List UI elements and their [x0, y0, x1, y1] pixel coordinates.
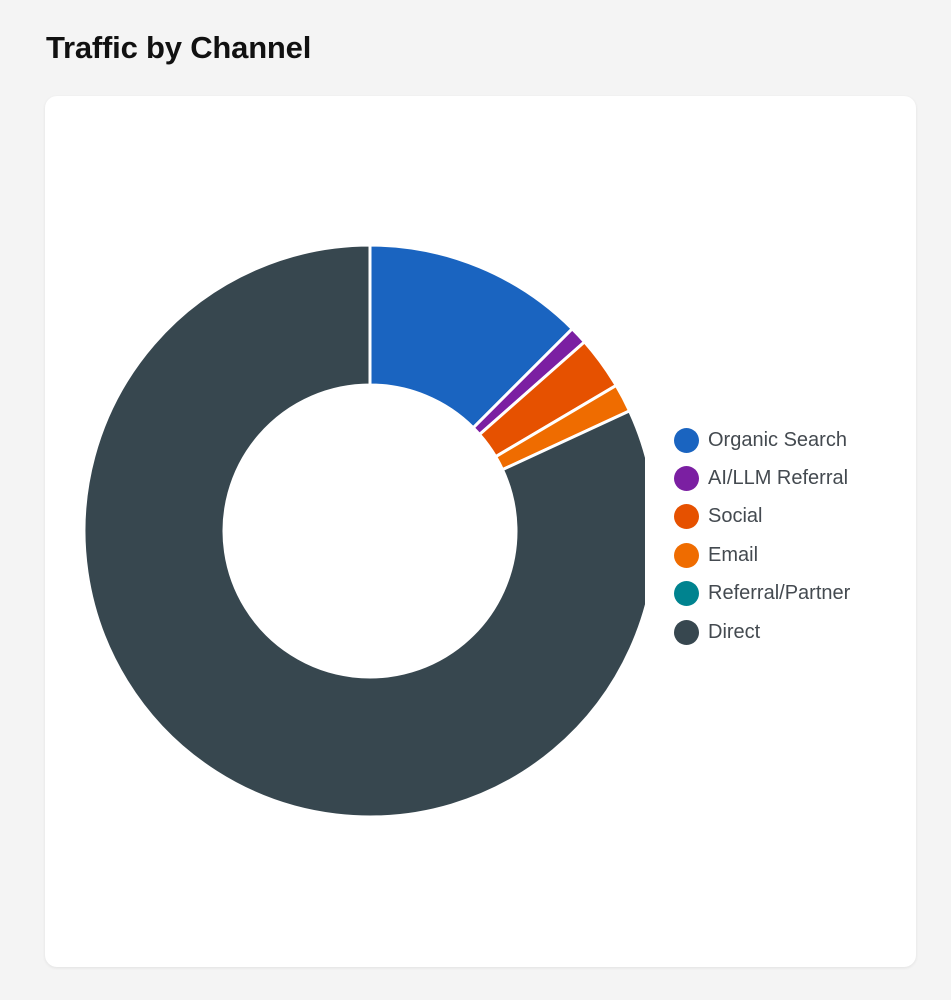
- legend-label: AI/LLM Referral: [708, 467, 849, 490]
- legend-swatch: [674, 466, 699, 492]
- legend-item-organic-search[interactable]: Organic Search: [674, 421, 850, 459]
- slice-direct[interactable]: [82, 243, 645, 819]
- chart-card: Organic Search AI/LLM Referral Social Email…: [45, 96, 916, 967]
- legend-swatch: [674, 504, 699, 530]
- legend-swatch: [674, 427, 699, 453]
- legend-label: Social: [708, 505, 763, 528]
- legend-label: Direct: [708, 620, 761, 643]
- donut-slices: [82, 243, 645, 819]
- donut-chart: [82, 243, 645, 819]
- legend-swatch: [674, 619, 699, 645]
- legend-item-ai-llm-referral[interactable]: AI/LLM Referral: [674, 459, 850, 497]
- legend-item-referral-partner[interactable]: Referral/Partner: [674, 575, 850, 613]
- legend-item-direct[interactable]: Direct: [674, 613, 850, 651]
- page-title: Traffic by Channel: [46, 30, 312, 65]
- legend-label: Organic Search: [708, 428, 847, 451]
- legend-swatch: [674, 581, 699, 607]
- chart-legend: Organic Search AI/LLM Referral Social Email…: [674, 421, 850, 651]
- legend-label: Email: [708, 543, 759, 566]
- legend-item-email[interactable]: Email: [674, 536, 850, 574]
- legend-label: Referral/Partner: [708, 582, 851, 605]
- legend-swatch: [674, 542, 699, 568]
- legend-item-social[interactable]: Social: [674, 498, 850, 536]
